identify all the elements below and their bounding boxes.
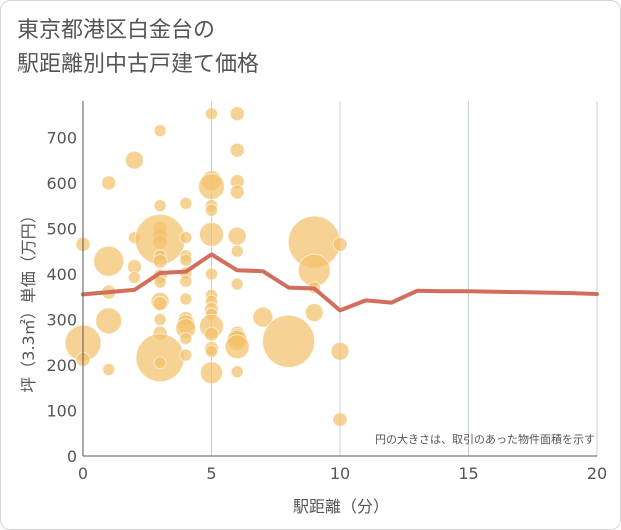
bubble-73 xyxy=(304,303,324,323)
bubble-13 xyxy=(153,199,167,213)
bubble-61 xyxy=(230,244,244,258)
bubble-55 xyxy=(200,361,223,385)
y-tick-label-7: 700 xyxy=(46,128,77,147)
bubble-59 xyxy=(229,184,245,200)
bubble-45 xyxy=(199,221,224,247)
bubble-42 xyxy=(198,173,225,201)
bubble-39 xyxy=(179,348,193,362)
chart-title-line-2: 駅距離別中古戸建て価格 xyxy=(17,52,260,77)
bubble-38 xyxy=(179,332,193,346)
average-price-line-group xyxy=(81,252,599,313)
bubble-27 xyxy=(153,356,167,370)
bubble-3 xyxy=(101,175,117,191)
y-tick-label-6: 600 xyxy=(46,174,77,193)
bubble-24 xyxy=(153,312,167,326)
chart-title-line-1: 東京都港区白金台の xyxy=(17,18,216,43)
average-price-line xyxy=(81,252,599,313)
x-tick-label-4: 20 xyxy=(587,464,607,483)
bubble-74 xyxy=(332,236,348,252)
x-tick-label-1: 5 xyxy=(206,464,216,483)
bubble-size-note: 円の大きさは、取引のあった物件面積を示す xyxy=(375,432,595,446)
bubble-60 xyxy=(227,226,247,246)
bubble-67 xyxy=(230,365,244,379)
x-axis-label: 駅距離（分） xyxy=(293,497,389,516)
bubble-40 xyxy=(205,107,218,121)
bubble-44 xyxy=(205,203,218,217)
bubble-28 xyxy=(179,196,193,210)
bubble-66 xyxy=(224,334,250,360)
bubble-29 xyxy=(179,231,193,245)
bubble-8 xyxy=(124,150,144,170)
bubble-68 xyxy=(252,306,274,328)
y-tick-label-5: 500 xyxy=(46,219,77,238)
bubble-12 xyxy=(153,124,167,138)
x-tick-label-3: 15 xyxy=(458,464,478,483)
bubble-31 xyxy=(179,253,193,267)
bubble-23 xyxy=(152,296,168,312)
y-tick-label-1: 100 xyxy=(46,401,77,420)
bubble-62 xyxy=(230,277,244,291)
bubble-6 xyxy=(95,307,123,335)
y-tick-label-2: 200 xyxy=(46,356,77,375)
x-tick-label-2: 10 xyxy=(330,464,350,483)
bubble-34 xyxy=(179,292,193,306)
bubble-52 xyxy=(204,326,219,342)
bubble-7 xyxy=(102,363,116,377)
bubble-56 xyxy=(229,106,245,122)
chart-title: 東京都港区白金台の 駅距離別中古戸建て価格 xyxy=(17,14,259,82)
tick-labels: 0 100 200 300 400 500 600 700 0 5 10 15 20 xyxy=(46,128,607,483)
y-tick-label-4: 400 xyxy=(46,265,77,284)
bubble-series xyxy=(64,106,350,428)
grid-lines xyxy=(211,101,598,456)
bubble-57 xyxy=(229,142,245,158)
x-tick-label-0: 0 xyxy=(78,464,88,483)
bubble-69 xyxy=(262,314,316,368)
bubble-75 xyxy=(330,341,350,361)
y-tick-label-0: 0 xyxy=(67,447,77,466)
bubble-46 xyxy=(205,267,218,281)
bubble-33 xyxy=(179,274,193,288)
bubble-54 xyxy=(205,344,218,358)
bubble-21 xyxy=(153,275,167,289)
y-axis-label: 坪（3.3㎡）単価（万円） xyxy=(19,207,38,392)
axes xyxy=(82,101,597,457)
y-tick-label-3: 300 xyxy=(46,310,77,329)
bubble-4 xyxy=(93,245,125,277)
bubble-19 xyxy=(152,253,168,269)
bubble-11 xyxy=(127,271,141,285)
bubble-76 xyxy=(332,412,348,428)
